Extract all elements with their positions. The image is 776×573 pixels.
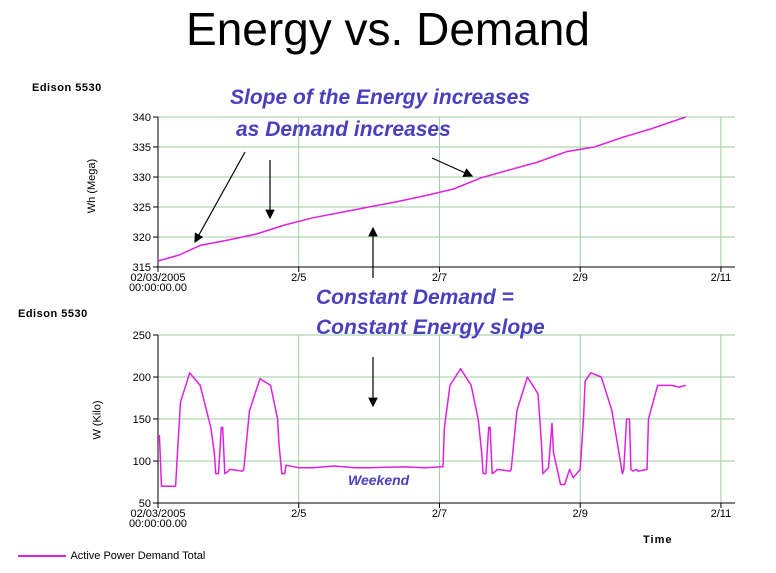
demand-x-tick-label-2: 00:00:00.00 <box>129 518 187 530</box>
annotation-arrow <box>194 151 246 244</box>
device-label-top: Edison 5530 <box>32 82 102 94</box>
demand-y-tick-label: 100 <box>133 456 151 468</box>
page-title: Energy vs. Demand <box>186 3 590 55</box>
demand-series-line <box>158 367 686 487</box>
annotation-constant-slope: Constant Energy slope <box>316 316 545 339</box>
device-label-bottom: Edison 5530 <box>18 308 88 320</box>
demand-y-tick-label: 200 <box>133 372 151 384</box>
energy-y-tick-label: 330 <box>133 172 151 184</box>
energy-x-tick-label: 02/03/2005 <box>130 272 185 284</box>
legend-swatch <box>18 555 66 558</box>
demand-x-tick-label: 2/11 <box>711 508 732 520</box>
demand-x-tick-label: 2/7 <box>432 508 447 520</box>
energy-y-tick-label: 340 <box>133 112 151 124</box>
energy-y-tick-label: 335 <box>133 142 151 154</box>
demand-x-tick-label: 02/03/2005 <box>130 508 185 520</box>
energy-x-tick-label: 2/7 <box>432 272 447 284</box>
energy-x-tick-label-2: 00:00:00.00 <box>129 282 187 294</box>
demand-y-tick-label: 150 <box>133 414 151 426</box>
annotation-energy-slope: Slope of the Energy increases <box>230 86 530 109</box>
annotation-arrow <box>431 157 474 177</box>
energy-x-tick-label: 2/9 <box>573 272 588 284</box>
x-axis-label: Time <box>643 534 673 546</box>
annotation-constant-demand: Constant Demand = <box>316 286 514 309</box>
demand-y-tick-label: 250 <box>133 330 151 342</box>
annotation-energy-slope-2: as Demand increases <box>236 118 451 141</box>
legend: Active Power Demand Total <box>18 550 205 562</box>
legend-label: Active Power Demand Total <box>70 550 206 562</box>
energy-x-tick-label: 2/5 <box>291 272 306 284</box>
demand-x-tick-label: 2/9 <box>573 508 588 520</box>
energy-series-line <box>157 116 686 262</box>
energy-y-tick-label: 315 <box>133 262 151 274</box>
energy-x-tick-label: 2/11 <box>711 272 732 284</box>
energy-y-tick-label: 320 <box>133 232 151 244</box>
demand-y-tick-label: 50 <box>139 498 151 510</box>
energy-y-tick-label: 325 <box>133 202 151 214</box>
demand-x-tick-label: 2/5 <box>291 508 306 520</box>
annotation-weekend: Weekend <box>348 472 410 488</box>
